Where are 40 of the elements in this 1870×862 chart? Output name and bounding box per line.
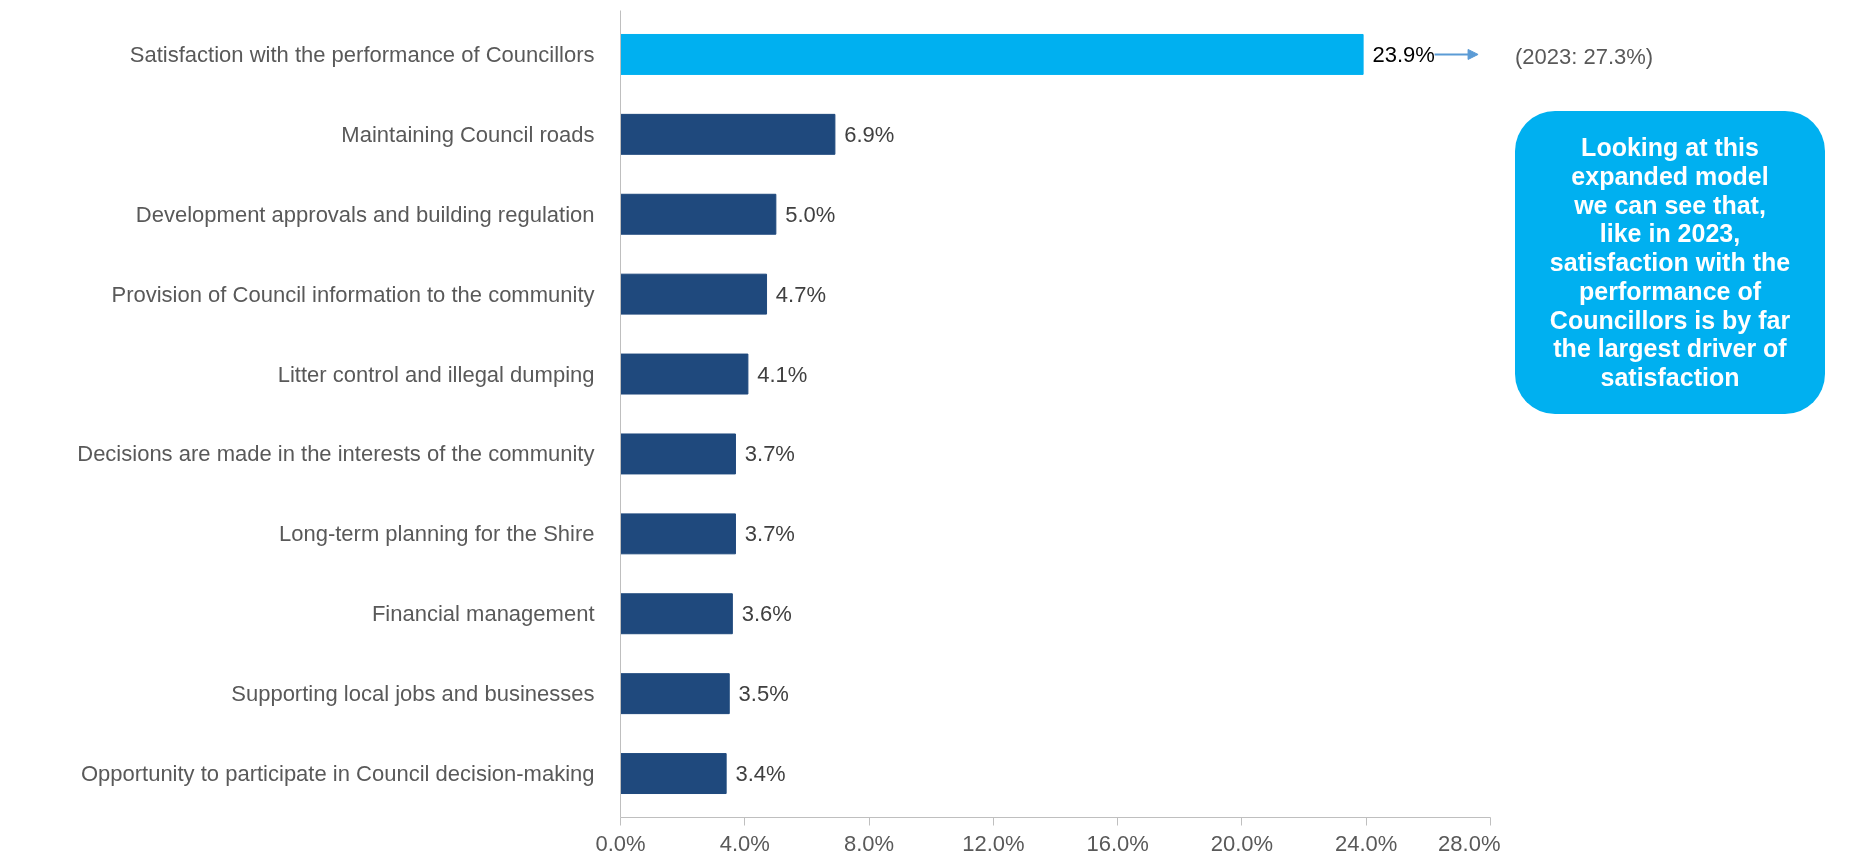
data-label: 5.0% xyxy=(785,201,836,227)
bar xyxy=(620,513,736,555)
bar xyxy=(620,193,777,235)
data-label: 3.7% xyxy=(744,521,795,547)
bar xyxy=(620,753,727,795)
bar xyxy=(620,673,730,715)
y-tick-label: Long-term planning for the Shire xyxy=(278,521,595,547)
x-tick-label: 8.0% xyxy=(844,830,895,856)
x-tick-label: 12.0% xyxy=(962,830,1025,856)
data-label: 4.1% xyxy=(757,361,808,387)
text: (2023: 27.3%) xyxy=(1515,43,1655,71)
data-label: 3.4% xyxy=(735,761,786,787)
data-label: 6.9% xyxy=(844,121,895,147)
y-tick-label: Supporting local jobs and businesses xyxy=(231,681,595,707)
y-tick-label: Litter control and illegal dumping xyxy=(277,361,595,387)
y-tick-label: Provision of Council information to the community xyxy=(111,281,595,307)
bar xyxy=(620,113,836,155)
y-tick-label: Maintaining Council roads xyxy=(341,121,595,147)
bar xyxy=(620,433,736,475)
y-tick-label: Decisions are made in the interests of the community xyxy=(77,441,595,467)
x-tick-label: 28.0% xyxy=(1438,830,1501,856)
y-tick-label: Opportunity to participate in Council decision-making xyxy=(80,761,595,787)
data-label: 3.5% xyxy=(738,681,789,707)
x-tick-label: 0.0% xyxy=(595,830,646,856)
y-tick-label: Development approvals and building regulation xyxy=(135,201,595,227)
bar xyxy=(620,33,1364,75)
bar xyxy=(620,353,749,395)
text: Looking at this expanded model we can see that, like in 2023, satisfaction with the performance of Councillors is by far the largest driver of satisfaction xyxy=(1549,133,1791,391)
data-label: 4.7% xyxy=(775,281,827,307)
bar xyxy=(620,273,768,315)
bar xyxy=(620,593,733,635)
y-tick-label: Financial management xyxy=(371,601,595,627)
x-tick-label: 16.0% xyxy=(1086,830,1149,856)
y-tick-label: Satisfaction with the performance of Councillors xyxy=(129,41,595,67)
data-label: 3.6% xyxy=(741,601,792,627)
x-tick-label: 20.0% xyxy=(1210,830,1274,856)
data-label: 23.9% xyxy=(1372,41,1435,67)
data-label: 3.7% xyxy=(744,441,795,467)
x-tick-label: 24.0% xyxy=(1335,830,1398,856)
x-tick-label: 4.0% xyxy=(719,830,770,856)
